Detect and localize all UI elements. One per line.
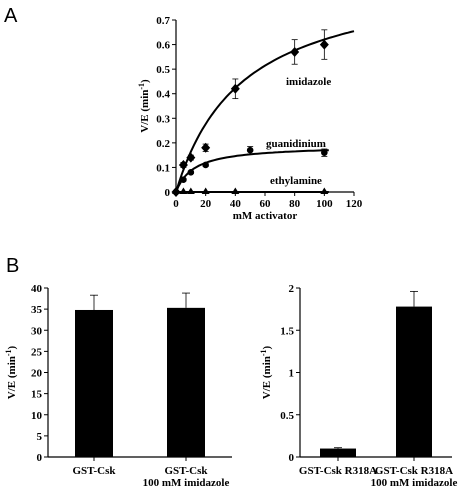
y-tick-label: 35 <box>31 304 43 316</box>
y-axis-label: V/E (min-1) <box>259 345 274 399</box>
bar <box>75 309 113 457</box>
series-label-imidazole: imidazole <box>286 76 331 88</box>
data-point-guanidinium <box>180 176 187 184</box>
y-tick-label: 10 <box>31 410 43 422</box>
chart-b-right: 0 0.5 1 1.5 2 V/E (min-1) GST-Csk R318AGST-Csk… <box>259 283 458 489</box>
data-point-ethylamine <box>172 187 180 194</box>
bar <box>396 306 432 457</box>
x-tick-label: 60 <box>260 198 272 210</box>
fit-curve-imidazole <box>175 30 355 193</box>
bar <box>167 307 205 457</box>
x-tick-label: 120 <box>346 198 363 210</box>
y-tick-label: 2 <box>289 283 295 295</box>
bar <box>320 448 356 457</box>
y-tick-label: 40 <box>31 283 43 295</box>
x-tick-label: 0 <box>173 198 179 210</box>
category-label: GST-Csk R318A <box>375 465 453 477</box>
x-tick-label: 80 <box>289 198 301 210</box>
series-label-ethylamine: ethylamine <box>270 175 322 187</box>
y-tick-label: 15 <box>31 389 43 401</box>
data-point-imidazole <box>186 152 196 163</box>
y-tick-label: 0.6 <box>156 40 170 52</box>
chart-a: 0 20 40 60 80 100 120 0 0.1 0.2 0.3 0.4 0.5 0.6 0.7 mM … <box>137 15 363 222</box>
data-point-imidazole <box>319 39 329 50</box>
data-point-ethylamine <box>186 187 195 194</box>
data-point-guanidinium <box>246 146 254 154</box>
y-tick-label: 5 <box>37 431 43 443</box>
y-tick-label: 0 <box>165 187 171 199</box>
data-point-guanidinium <box>321 149 328 156</box>
data-point-imidazole <box>230 83 240 94</box>
x-tick-label: 40 <box>230 198 242 210</box>
category-label: GST-Csk <box>72 465 116 477</box>
panel-label-a: A <box>4 5 18 27</box>
x-tick-label: 20 <box>200 198 212 210</box>
category-label-line2: 100 mM imidazole <box>371 477 458 489</box>
data-point-ethylamine <box>201 187 210 194</box>
category-label-line2: 100 mM imidazole <box>143 477 230 489</box>
panel-label-b: B <box>6 255 19 277</box>
series-label-guanidinium: guanidinium <box>266 138 326 150</box>
y-axis-label: V/E (min-1) <box>137 79 152 133</box>
data-point-guanidinium <box>202 161 209 169</box>
data-point-imidazole <box>178 159 188 170</box>
data-point-guanidinium <box>187 169 195 176</box>
category-label: GST-Csk <box>164 465 208 477</box>
y-tick-label: 20 <box>31 368 43 380</box>
y-tick-label: 0 <box>37 452 43 464</box>
chart-b-left: 0 5 10 15 20 25 30 35 40 V/E (min-1) GST-Csk GST-Cs… <box>4 283 232 489</box>
data-point-ethylamine <box>179 187 188 194</box>
data-point-ethylamine <box>320 187 329 194</box>
category-label: GST-Csk R318A <box>299 465 377 477</box>
x-tick-label: 100 <box>316 198 333 210</box>
data-point-ethylamine <box>231 187 240 194</box>
y-tick-label: 0.7 <box>156 15 170 27</box>
y-tick-label: 0.5 <box>280 410 294 422</box>
y-tick-label: 0.3 <box>156 113 170 125</box>
y-tick-label: 0.5 <box>156 64 170 76</box>
y-tick-label: 30 <box>31 325 43 337</box>
y-tick-label: 1.5 <box>280 325 294 337</box>
data-point-imidazole <box>201 142 211 153</box>
y-tick-label: 25 <box>31 346 43 358</box>
y-tick-label: 0.1 <box>156 162 170 174</box>
y-tick-label: 0 <box>289 452 295 464</box>
y-tick-label: 1 <box>289 368 295 380</box>
y-tick-label: 0.2 <box>156 138 170 150</box>
y-axis-label: V/E (min-1) <box>4 345 19 399</box>
y-tick-label: 0.4 <box>156 89 170 101</box>
x-axis-label: mM activator <box>233 210 298 222</box>
data-point-imidazole <box>290 46 300 57</box>
